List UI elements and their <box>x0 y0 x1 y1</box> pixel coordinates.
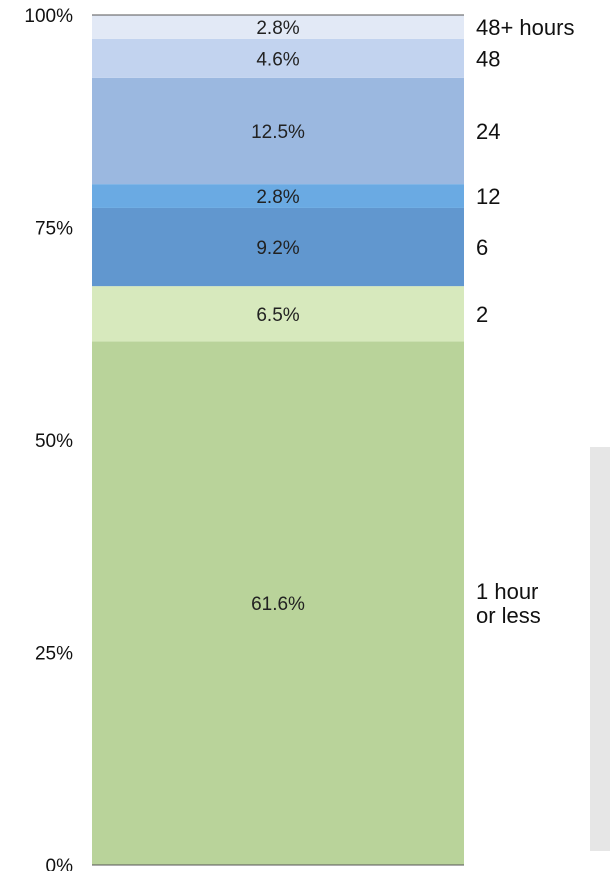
bar-segment <box>92 341 464 865</box>
bar-segments <box>92 15 464 865</box>
bar-segment <box>92 286 464 342</box>
category-label: 48 <box>476 46 500 71</box>
segment-value-label: 2.8% <box>256 187 299 208</box>
y-tick-label: 100% <box>24 6 73 27</box>
category-label: 24 <box>476 119 500 144</box>
category-label: 1 hour <box>476 579 538 604</box>
bar-segment <box>92 184 464 208</box>
segment-value-label: 12.5% <box>251 122 305 143</box>
bar-segment <box>92 77 464 185</box>
y-tick-label: 50% <box>35 431 73 452</box>
bar-segment <box>92 207 464 287</box>
y-axis: 0% 25% 50% 75% 100% <box>24 6 73 871</box>
segment-value-label: 6.5% <box>256 305 299 326</box>
bar-segment <box>92 15 464 39</box>
y-tick-label: 25% <box>35 644 73 665</box>
y-tick-label: 0% <box>46 856 74 871</box>
segment-value-label: 4.6% <box>256 49 299 70</box>
category-label: 12 <box>476 184 500 209</box>
side-panel-edge <box>590 447 610 851</box>
segment-value-label: 61.6% <box>251 594 305 615</box>
segment-value-label: 9.2% <box>256 238 299 259</box>
category-label: or less <box>476 603 541 628</box>
segment-value-labels: 61.6% 6.5% 9.2% 2.8% 12.5% 4.6% 2.8% <box>251 18 305 615</box>
segment-value-label: 2.8% <box>256 18 299 39</box>
bar-segment <box>92 38 464 78</box>
y-tick-label: 75% <box>35 219 73 240</box>
category-label: 6 <box>476 235 488 260</box>
category-label: 48+ hours <box>476 15 574 40</box>
category-label: 2 <box>476 302 488 327</box>
